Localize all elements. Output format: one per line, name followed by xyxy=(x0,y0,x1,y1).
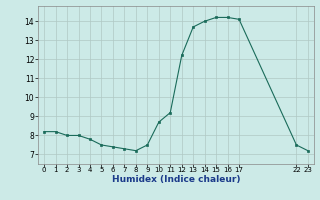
X-axis label: Humidex (Indice chaleur): Humidex (Indice chaleur) xyxy=(112,175,240,184)
